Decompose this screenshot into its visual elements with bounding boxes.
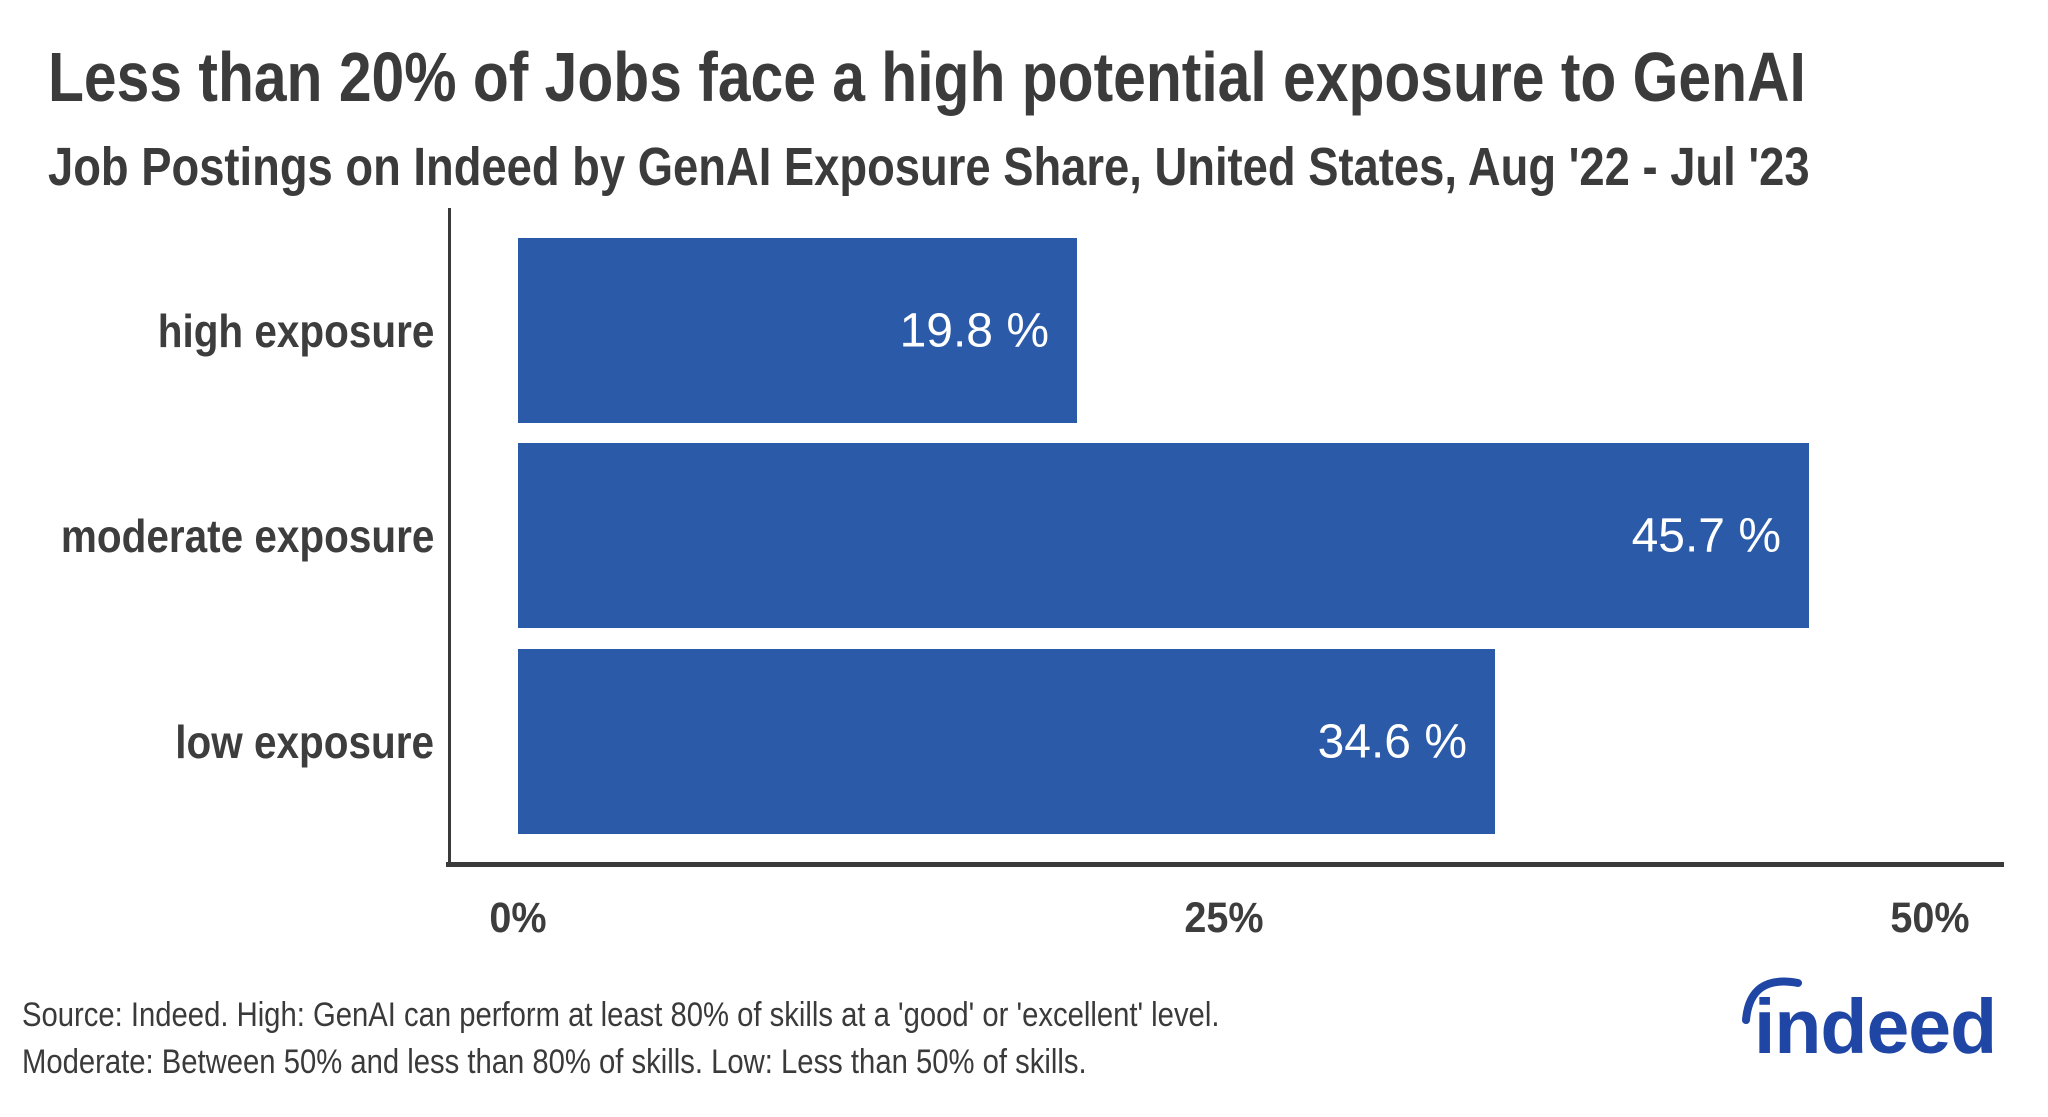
x-tick-label-25: 25% (1181, 894, 1267, 943)
category-label-text: moderate exposure (60, 509, 434, 562)
source-note-line-2: Moderate: Between 50% and less than 80% … (22, 1043, 1087, 1081)
x-tick-text: 25% (1184, 894, 1264, 942)
chart-subtitle-text: Job Postings on Indeed by GenAI Exposure… (48, 137, 1810, 197)
x-tick-label-50: 50% (1887, 894, 1973, 943)
x-tick-text: 0% (489, 894, 547, 942)
x-tick-label-0: 0% (487, 894, 549, 943)
indeed-logo: indeed (1742, 977, 1997, 1070)
x-axis-line (446, 862, 2004, 867)
bar-high-exposure: 19.8 % (518, 238, 1077, 423)
y-axis-line (448, 208, 451, 866)
category-label-low-exposure: low exposure (0, 649, 434, 834)
logo-text: indeed (1754, 984, 1996, 1070)
category-label-high-exposure: high exposure (0, 238, 434, 423)
source-note: Source: Indeed. High: GenAI can perform … (22, 992, 1414, 1086)
bar-value-label: 45.7 % (1631, 509, 1781, 562)
source-note-line-1: Source: Indeed. High: GenAI can perform … (22, 996, 1220, 1034)
chart-title-text: Less than 20% of Jobs face a high potent… (48, 38, 1806, 116)
bar-value-label: 19.8 % (899, 304, 1049, 357)
chart-subtitle: Job Postings on Indeed by GenAI Exposure… (48, 140, 2048, 194)
category-label-moderate-exposure: moderate exposure (0, 443, 434, 628)
category-label-text: high exposure (157, 304, 434, 357)
category-label-text: low exposure (175, 715, 434, 768)
bar-moderate-exposure: 45.7 % (518, 443, 1809, 628)
x-tick-text: 50% (1890, 894, 1970, 942)
chart-title: Less than 20% of Jobs face a high potent… (48, 42, 2048, 112)
bar-low-exposure: 34.6 % (518, 649, 1495, 834)
logo-swoosh-icon (1742, 977, 1802, 1024)
bar-value-label: 34.6 % (1317, 715, 1467, 768)
